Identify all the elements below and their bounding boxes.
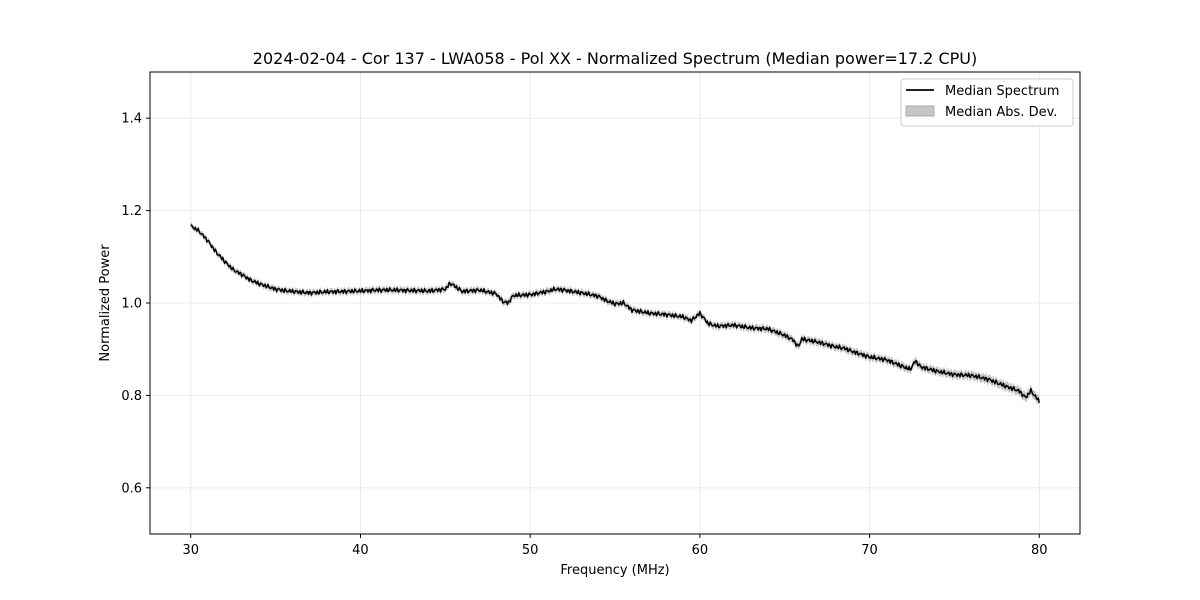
median-spectrum-line (190, 224, 1041, 404)
y-tick-label: 1.2 (121, 204, 142, 219)
y-tick-label: 0.6 (121, 481, 142, 496)
y-tick-label: 1.0 (121, 297, 142, 312)
legend-band-swatch (905, 105, 935, 117)
y-axis-label: Normalized Power (98, 244, 113, 362)
y-tick-label: 0.8 (121, 389, 142, 404)
legend: Median Spectrum Median Abs. Dev. (900, 78, 1074, 127)
legend-entry-median-abs-dev: Median Abs. Dev. (945, 105, 1057, 120)
x-tick-label: 50 (522, 543, 539, 558)
grid-lines (150, 72, 1080, 534)
legend-box (900, 78, 1074, 127)
x-axis-label: Frequency (MHz) (560, 563, 669, 578)
y-tick-label: 1.4 (121, 112, 142, 127)
x-tick-label: 70 (861, 543, 878, 558)
legend-entry-median-spectrum: Median Spectrum (945, 84, 1059, 99)
x-tick-label: 30 (182, 543, 199, 558)
chart-title: 2024-02-04 - Cor 137 - LWA058 - Pol XX -… (253, 49, 977, 68)
x-tick-label: 40 (352, 543, 369, 558)
axis-ticks: 30 40 50 60 70 80 0.6 0.8 1.0 1.2 1.4 (121, 112, 1047, 558)
x-tick-label: 60 (692, 543, 709, 558)
x-tick-label: 80 (1031, 543, 1048, 558)
median-line-layer (190, 224, 1041, 404)
